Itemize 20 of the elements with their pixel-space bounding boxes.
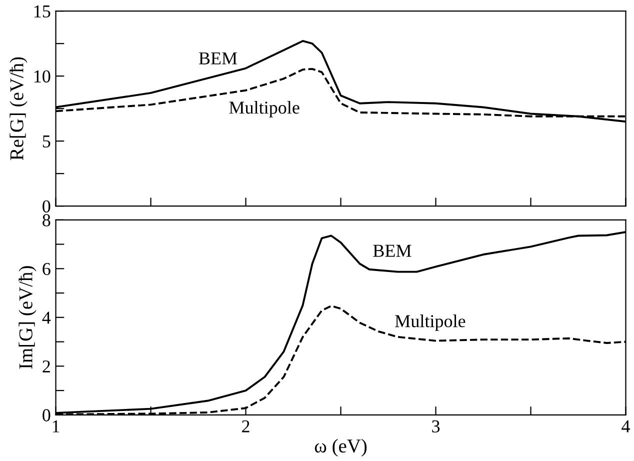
- y-tick-label: 4: [42, 312, 51, 324]
- x-tick-label: 1: [52, 420, 60, 432]
- y-tick-label: 10: [34, 70, 50, 83]
- y-axis-title: Re[G] (eV/ħ): [10, 57, 28, 160]
- y-tick-label: 0: [42, 200, 50, 213]
- y-tick-label: 0: [42, 409, 50, 422]
- y-tick-label: 6: [42, 262, 50, 276]
- series-label: Multipole: [229, 101, 300, 118]
- y-tick-label: 8: [42, 214, 50, 226]
- series-label: BEM: [198, 52, 238, 64]
- x-tick-label: 3: [432, 420, 440, 432]
- series-label: Multipole: [395, 314, 466, 331]
- y-tick-label: 15: [34, 5, 50, 18]
- series-label: BEM: [373, 244, 412, 257]
- y-tick-label: 2: [42, 360, 50, 372]
- y-axis-title: Im[G] (eV/ħ): [18, 266, 36, 369]
- y-tick-label: 5: [42, 136, 50, 148]
- x-axis-title: ω (eV): [314, 438, 367, 457]
- x-tick-label: 2: [242, 420, 250, 432]
- x-tick-label: 4: [622, 420, 630, 432]
